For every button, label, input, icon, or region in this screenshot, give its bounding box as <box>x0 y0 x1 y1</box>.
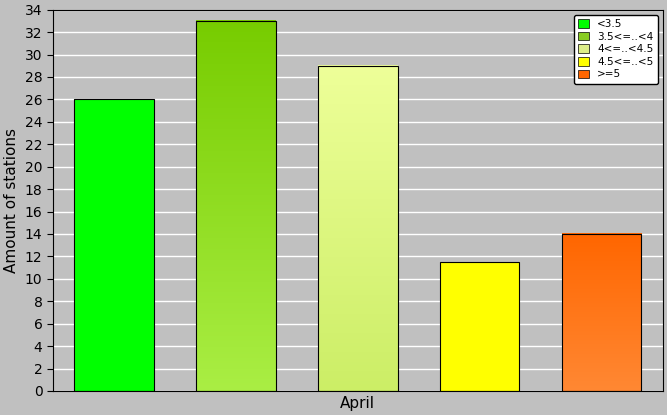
Bar <box>562 234 642 391</box>
Bar <box>440 262 520 391</box>
Bar <box>318 66 398 391</box>
Bar <box>74 99 153 391</box>
Y-axis label: Amount of stations: Amount of stations <box>4 128 19 273</box>
Bar <box>196 21 275 391</box>
Legend: <3.5, 3.5<=..<4, 4<=..<4.5, 4.5<=..<5, >=5: <3.5, 3.5<=..<4, 4<=..<4.5, 4.5<=..<5, >… <box>574 15 658 84</box>
